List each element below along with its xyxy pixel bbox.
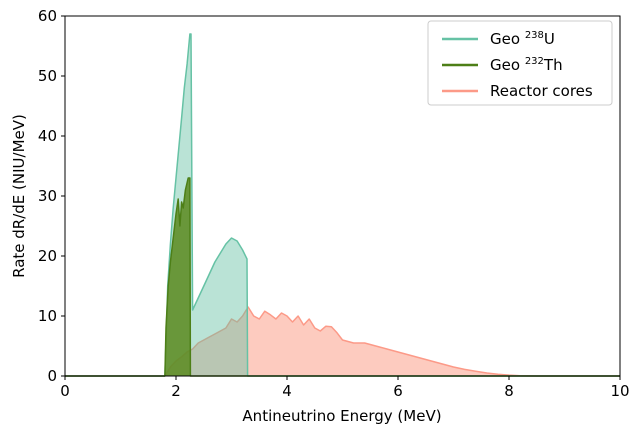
y-tick-label: 10 [38,307,57,325]
x-tick-label: 4 [282,382,292,400]
series-fill-u238 [65,34,620,376]
series-line-reactor [65,306,620,377]
x-tick-label: 10 [610,382,629,400]
series-fill-reactor [65,307,620,376]
x-tick-label: 8 [504,382,514,400]
y-axis-label: Rate dR/dE (NIU/MeV) [10,114,28,278]
legend-label: Geo 232Th [490,56,563,74]
axes-layer: 0 2 4 6 8 10 0 10 20 30 40 50 60 [38,7,630,400]
x-tick-label: 2 [171,382,181,400]
x-tick-label: 6 [393,382,403,400]
y-tick-label: 30 [38,187,57,205]
series-fill-th232 [65,178,620,376]
series-line-u238 [65,33,620,377]
legend: Geo 238U Geo 232Th Reactor cores [427,20,613,106]
series-line-th232 [65,177,620,377]
y-tick-label: 60 [38,7,57,25]
y-tick-label: 20 [38,247,57,265]
y-tick-label: 0 [47,367,57,385]
series-layer [65,33,620,377]
y-tick-label: 50 [38,67,57,85]
legend-box [427,20,613,106]
x-tick-label: 0 [60,382,70,400]
x-axis-label: Antineutrino Energy (MeV) [242,407,441,425]
legend-label: Reactor cores [490,82,593,100]
y-tick-label: 40 [38,127,57,145]
legend-label: Geo 238U [490,30,555,48]
